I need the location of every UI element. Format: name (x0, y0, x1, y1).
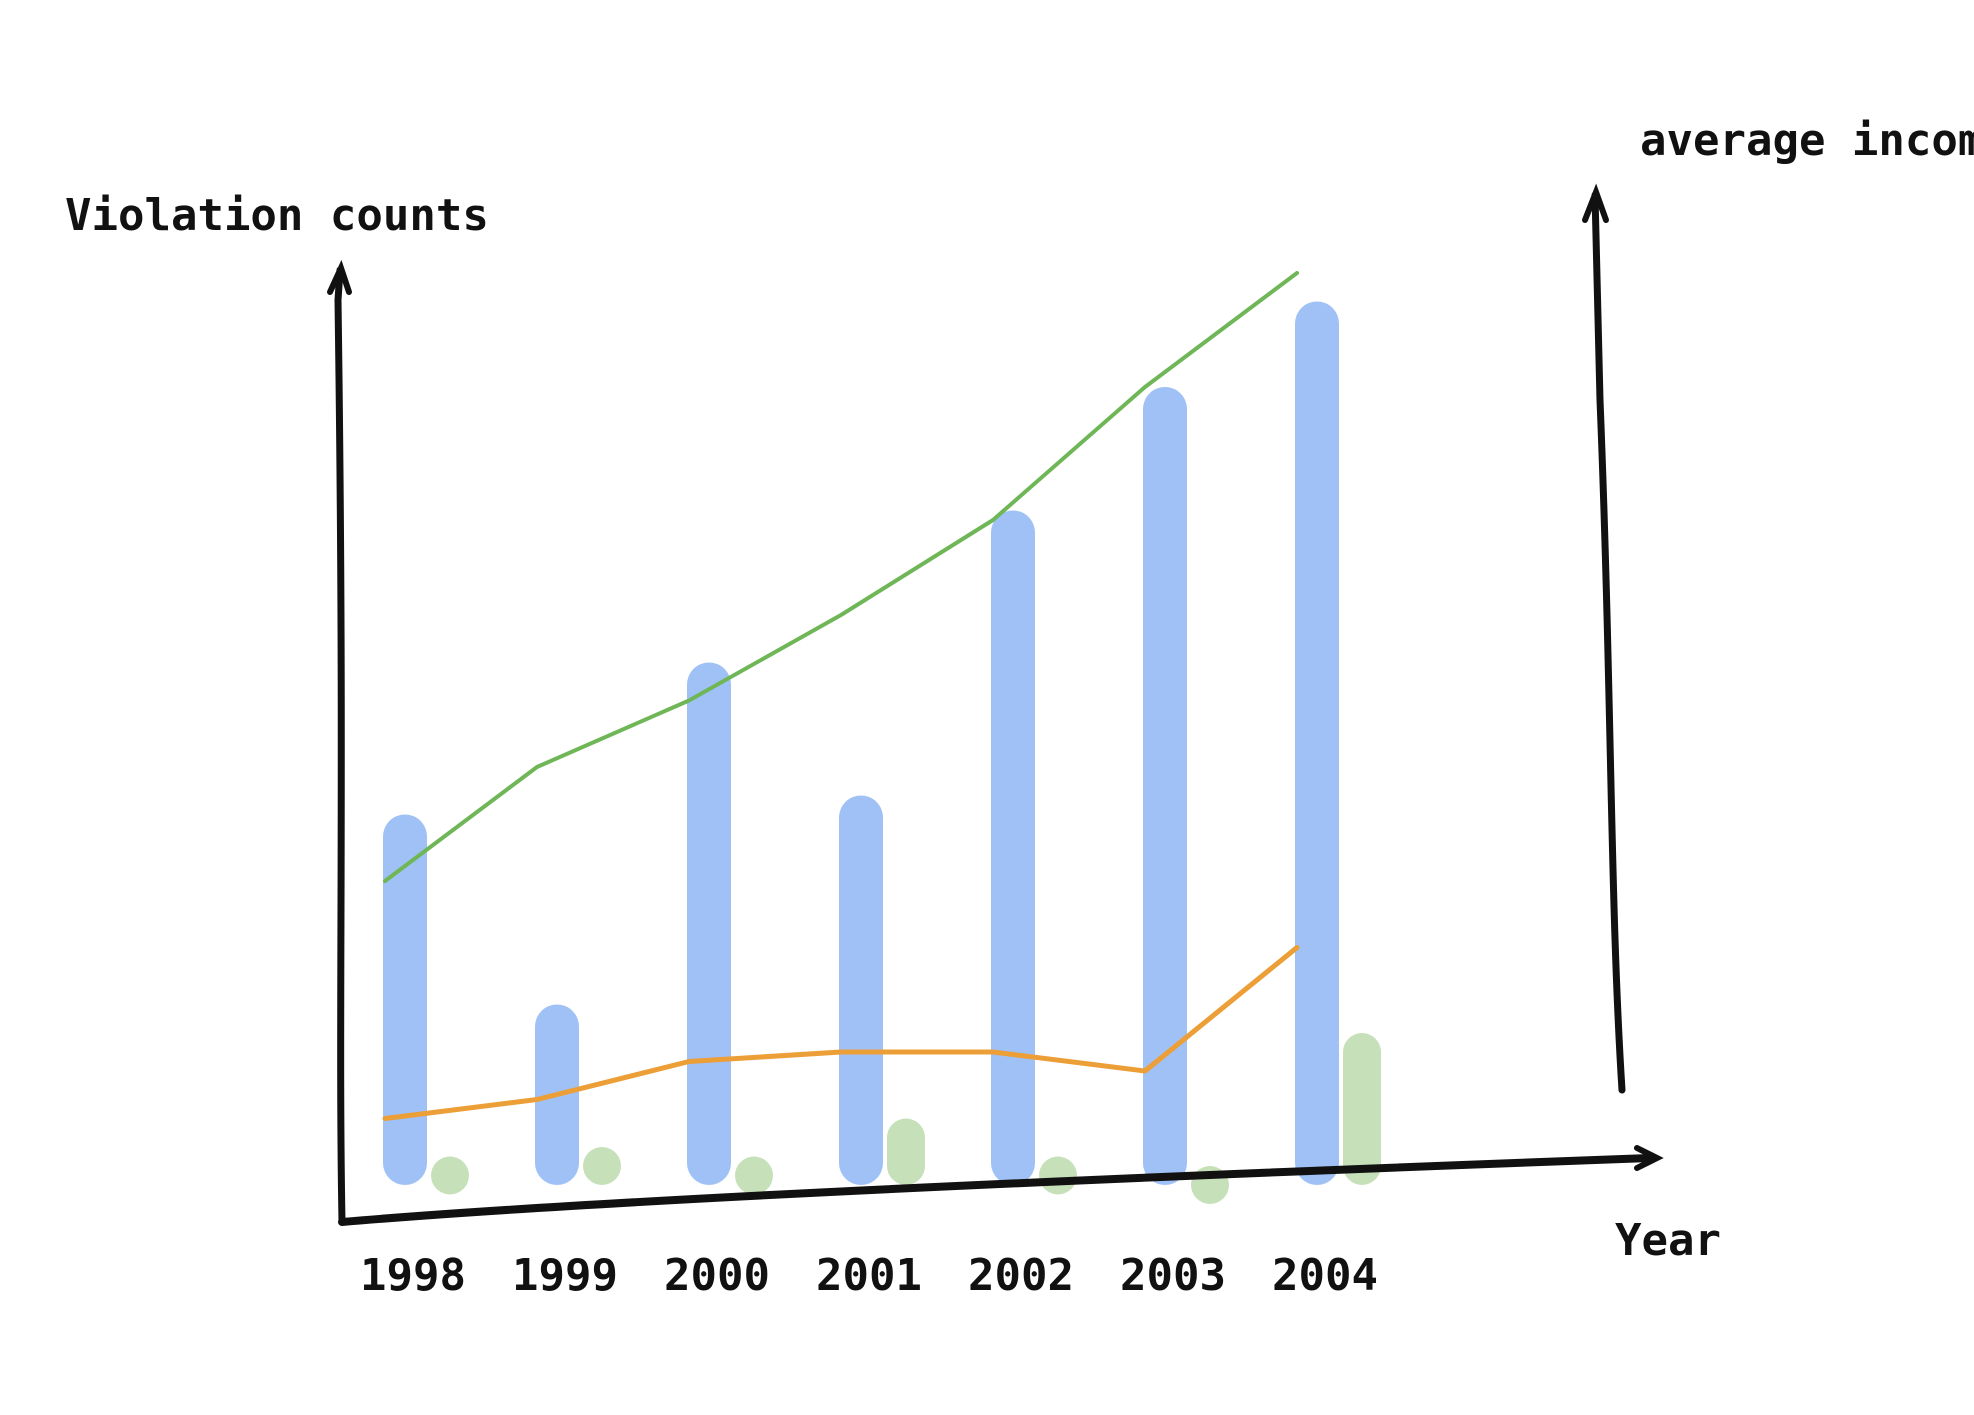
violation-bars-green (431, 1033, 1381, 1204)
right-y-axis-arrowhead (1582, 183, 1609, 223)
x-tick-label: 2000 (664, 1250, 770, 1301)
x-tick-label: 1999 (512, 1250, 618, 1301)
bar-green-2000 (735, 1156, 773, 1195)
bar-blue-2001 (839, 795, 883, 1185)
bar-green-1999 (583, 1147, 621, 1185)
x-tick-label: 2001 (816, 1250, 922, 1301)
y-axis-title-left: Violation counts (65, 190, 489, 241)
x-tick-label: 1998 (360, 1250, 466, 1301)
bar-green-2004 (1343, 1033, 1381, 1185)
left-y-axis (334, 266, 346, 1226)
violation-bars-blue (383, 301, 1339, 1185)
x-axis-title: Year (1615, 1215, 1721, 1266)
bar-blue-2004 (1295, 301, 1339, 1185)
bar-green-1998 (431, 1156, 469, 1195)
bar-green-2001 (887, 1118, 925, 1185)
bar-blue-2002 (991, 510, 1035, 1185)
bar-blue-1998 (383, 814, 427, 1185)
y-axis-title-right: average income (1640, 115, 1974, 166)
series-line-orange (382, 945, 1300, 1121)
bar-blue-2000 (687, 662, 731, 1185)
x-tick-label: 2002 (968, 1250, 1074, 1301)
right-y-axis (1591, 191, 1626, 1094)
x-tick-labels: 1998 1999 2000 2001 2002 2003 2004 (360, 1250, 1378, 1301)
bar-green-2002 (1039, 1156, 1077, 1195)
lines (382, 271, 1300, 1121)
x-tick-label: 2004 (1272, 1250, 1378, 1301)
x-axis (338, 1154, 1654, 1226)
bar-blue-2003 (1143, 387, 1187, 1185)
series-line-green (383, 271, 1299, 883)
left-y-axis-arrowhead (327, 259, 352, 295)
x-axis-arrowhead (1634, 1145, 1664, 1171)
x-tick-label: 2003 (1120, 1250, 1226, 1301)
axes (327, 183, 1664, 1226)
